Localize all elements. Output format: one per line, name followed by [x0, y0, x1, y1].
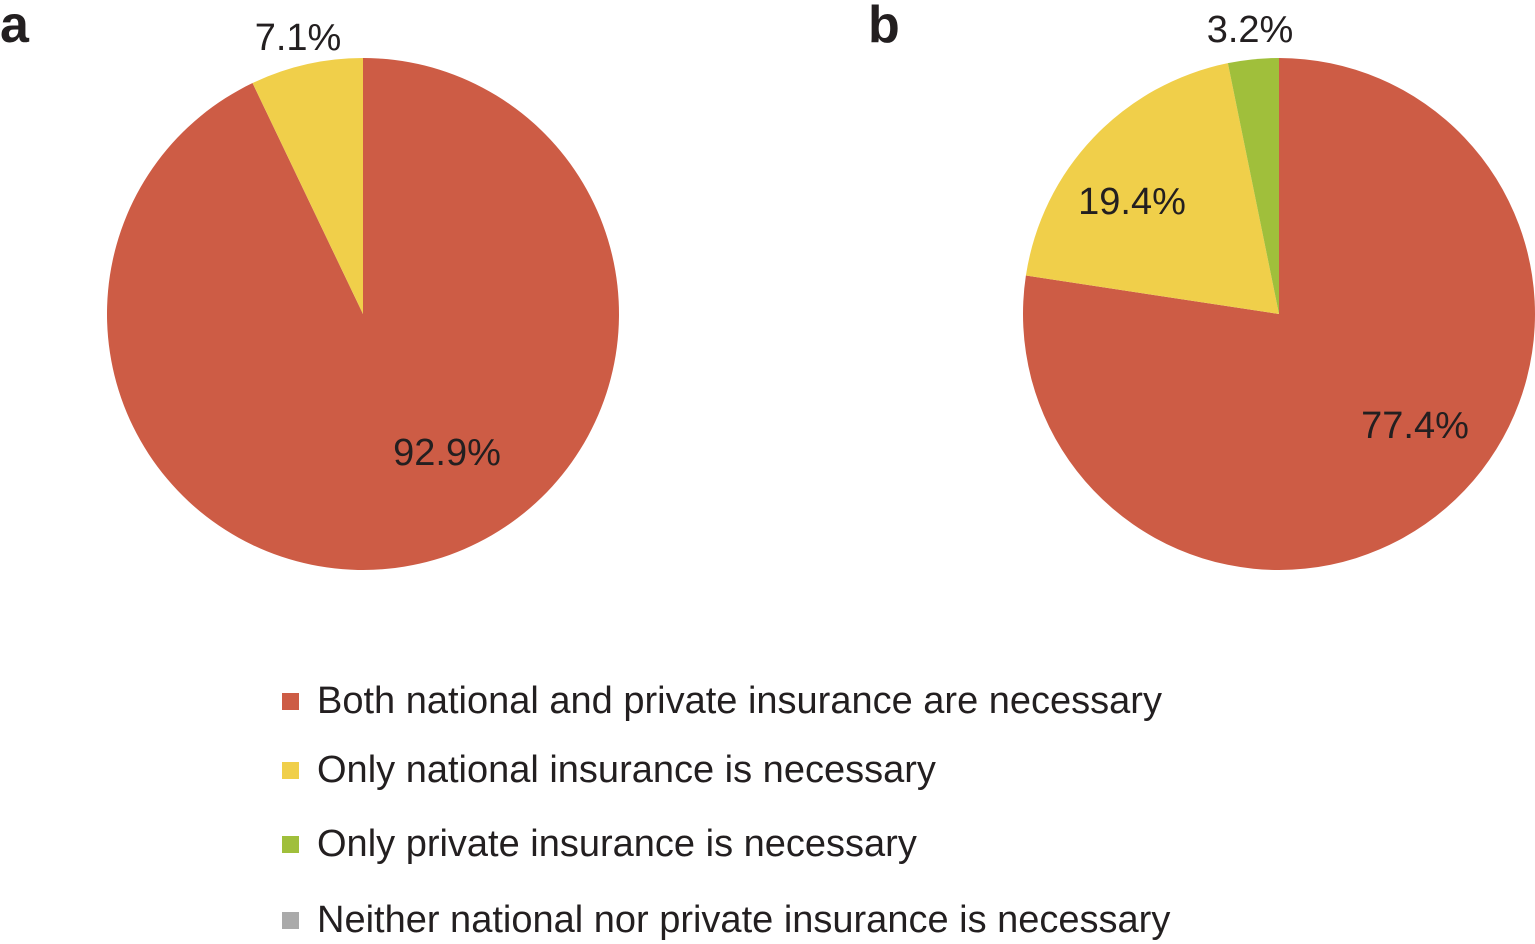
legend-item-national: Only national insurance is necessary: [282, 750, 936, 790]
legend-swatch-both: [282, 692, 299, 710]
panel-b-letter: b: [868, 0, 900, 54]
pie-chart-b: 77.4% 19.4% 3.2%: [1023, 9, 1535, 570]
pie-a-label-national: 7.1%: [255, 17, 342, 59]
legend-swatch-national: [282, 761, 299, 779]
legend-item-both: Both national and private insurance are …: [282, 681, 1162, 721]
pie-a-slice-both: [106, 58, 619, 570]
pie-b-slice-private: [1227, 58, 1279, 314]
legend-swatch-private: [282, 835, 299, 853]
pie-b-slice-national: [1025, 63, 1279, 315]
legend-label-both: Both national and private insurance are …: [317, 680, 1162, 722]
pie-b-label-private: 3.2%: [1207, 9, 1294, 51]
pie-a-label-both: 92.9%: [393, 432, 501, 474]
pie-b-label-national: 19.4%: [1078, 181, 1186, 223]
legend-item-neither: Neither national nor private insurance i…: [282, 900, 1170, 940]
pie-b-label-both: 77.4%: [1361, 405, 1469, 447]
pie-chart-a: 92.9% 7.1%: [106, 17, 619, 570]
legend-label-national: Only national insurance is necessary: [317, 749, 936, 791]
pie-a-slice-national: [252, 58, 363, 314]
legend-item-private: Only private insurance is necessary: [282, 824, 917, 864]
legend-swatch-neither: [282, 911, 299, 929]
legend-label-private: Only private insurance is necessary: [317, 823, 917, 865]
legend-label-neither: Neither national nor private insurance i…: [317, 899, 1171, 941]
panel-a-letter: a: [0, 0, 30, 54]
